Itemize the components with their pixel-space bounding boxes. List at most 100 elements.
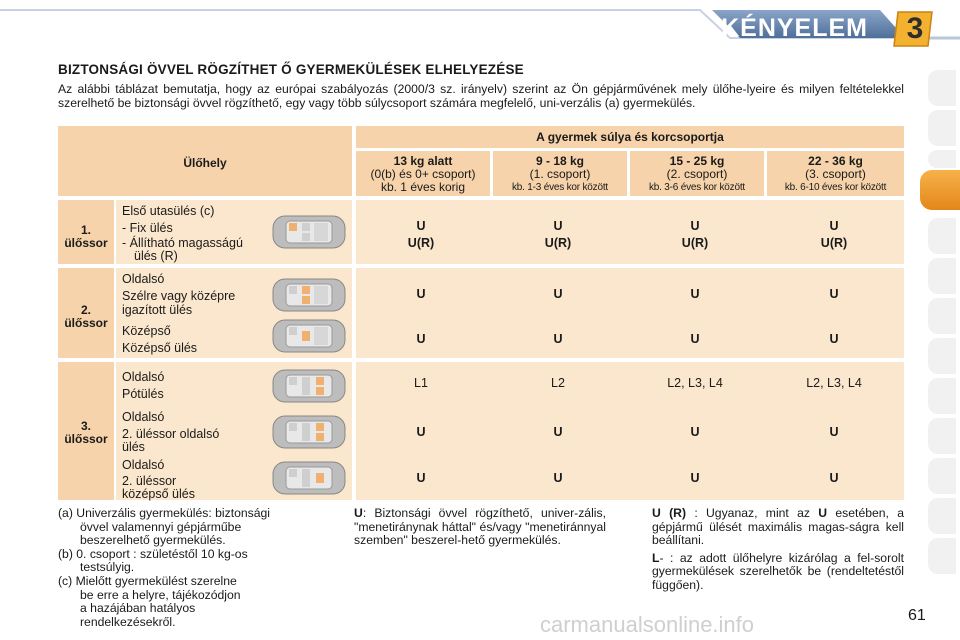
values-cell — [356, 362, 904, 500]
seat-option: Szélre vagy középre — [122, 289, 236, 303]
footnote-b-line: testsúlyig. — [80, 560, 135, 575]
seat-header-cell: Ülőhely — [58, 126, 352, 196]
header-bar — [0, 9, 960, 40]
column-age: kb. 3-6 éves kor között — [648, 182, 745, 193]
value-cell: U — [416, 332, 426, 346]
value-cell: U — [416, 425, 426, 439]
intro-paragraph: Az alábbi táblázat bemutatja, hogy az eu… — [58, 82, 904, 110]
value-cell: U — [829, 471, 839, 485]
legend-key: U — [354, 506, 363, 520]
legend-text: esetében, a gépjármű ülését maximális ma… — [652, 506, 905, 548]
value-cell: U — [553, 287, 563, 301]
value-cell: U — [416, 287, 426, 301]
value-cell: U(R) — [681, 236, 709, 250]
column-header: 13 kg alatt (0(b) és 0+ csoport) kb. 1 é… — [356, 151, 490, 196]
column-group: (0(b) és 0+ csoport) — [370, 167, 476, 181]
seat-title: Első utasülés (c) — [122, 204, 215, 218]
car-seat-diagram-icon — [272, 415, 346, 449]
value-cell: U — [553, 471, 563, 485]
value-cell: U — [690, 471, 700, 485]
value-cell: U — [690, 425, 700, 439]
page-number: 61 — [908, 607, 926, 624]
side-tab[interactable] — [928, 218, 956, 254]
value-cell: U — [553, 425, 563, 439]
side-tab[interactable] — [928, 498, 956, 534]
side-tab[interactable] — [928, 298, 956, 334]
section-title: BIZTONSÁGI ÖVVEL RÖGZÍTHET Ő GYERMEKÜLÉS… — [58, 62, 524, 77]
row-label-cell: 3. ülőssor — [58, 362, 114, 500]
side-tab-active[interactable] — [920, 170, 960, 210]
car-seat-diagram-icon — [272, 461, 346, 495]
value-cell: U — [690, 332, 700, 346]
value-cell: U(R) — [407, 236, 435, 250]
column-age: kb. 6-10 éves kor között — [784, 182, 887, 193]
watermark: carmanualsonline.info — [540, 612, 755, 637]
seat-option: Pótülés — [122, 387, 164, 401]
seat-title: Oldalsó — [122, 272, 165, 286]
column-group: (3. csoport) — [805, 167, 866, 181]
row-label: 1. ülőssor — [64, 223, 108, 250]
car-seat-diagram-icon — [272, 278, 346, 312]
seat-option: Középső ülés — [122, 341, 198, 355]
column-group: (1. csoport) — [529, 167, 591, 181]
seat-option: 2. üléssor oldalsó — [122, 427, 220, 441]
car-seat-diagram-icon — [272, 369, 346, 403]
column-age: kb. 1 éves korig — [380, 180, 466, 194]
footnote-c-line: rendelkezésekről. — [80, 614, 176, 629]
side-tab[interactable] — [928, 418, 956, 454]
footnote-c: (c) Mielőtt gyermekülést szerelne — [58, 573, 237, 588]
group-header: A gyermek súlya és korcsoportja — [536, 130, 724, 144]
value-cell: U — [829, 425, 839, 439]
seat-option: ülés — [122, 440, 145, 454]
seat-title: Középső — [122, 324, 171, 338]
seat-option: 2. üléssor — [122, 474, 177, 488]
seat-option: - Fix ülés — [122, 221, 173, 235]
value-cell: L2 — [551, 376, 565, 390]
value-cell: L1 — [414, 376, 428, 390]
side-tab[interactable] — [928, 338, 956, 374]
side-tab[interactable] — [928, 150, 956, 168]
row-label-cell: 1. ülőssor — [58, 200, 114, 264]
seat-title: Oldalsó — [122, 370, 165, 384]
column-weight: 9 - 18 kg — [535, 154, 585, 168]
car-seat-diagram-icon — [272, 215, 346, 249]
values-cell — [356, 200, 904, 264]
column-age: kb. 1-3 éves kor között — [511, 182, 608, 193]
legend-text: : Biztonsági övvel rögzíthető, univer-zá… — [354, 506, 606, 548]
seat-title: Oldalsó — [122, 410, 165, 424]
legend-text: - : az adott ülőhelyre kizárólag a fel-s… — [652, 550, 904, 592]
value-cell: U — [690, 219, 700, 233]
value-cell: U — [416, 471, 426, 485]
value-cell: L2, L3, L4 — [667, 376, 723, 390]
legend-text: : Ugyanaz, mint az — [686, 506, 819, 520]
column-header: 9 - 18 kg (1. csoport) kb. 1-3 éves kor … — [493, 151, 627, 196]
value-cell: U(R) — [820, 236, 848, 250]
seat-header: Ülőhely — [183, 156, 227, 170]
side-tab[interactable] — [928, 258, 956, 294]
side-tab[interactable] — [928, 110, 956, 146]
row-label-cell: 2. ülőssor — [58, 268, 114, 358]
value-cell: U — [829, 219, 839, 233]
column-header: 22 - 36 kg (3. csoport) kb. 6-10 éves ko… — [767, 151, 904, 196]
side-tab[interactable] — [928, 458, 956, 494]
side-tab[interactable] — [928, 70, 956, 106]
column-weight: 15 - 25 kg — [669, 154, 725, 168]
value-cell: U — [553, 219, 563, 233]
row-label: 2. ülőssor — [64, 303, 108, 330]
row-label: 3. ülőssor — [64, 419, 108, 446]
value-cell: L2, L3, L4 — [806, 376, 862, 390]
value-cell: U(R) — [544, 236, 572, 250]
footnote-a-line: övvel valamennyi gépjárműbe — [80, 519, 242, 534]
chapter-title: KÉNYELEM — [721, 14, 868, 42]
value-cell: U — [829, 332, 839, 346]
side-tab[interactable] — [928, 378, 956, 414]
seat-option: ülés (R) — [134, 249, 178, 263]
column-weight: 13 kg alatt — [393, 154, 453, 168]
car-seat-diagram-icon — [272, 319, 346, 353]
footnote-b: (b) 0. csoport : születéstől 10 kg-os — [58, 546, 248, 561]
legend-key: U (R) — [652, 506, 687, 520]
side-tab[interactable] — [928, 538, 956, 574]
legend-u: U: Biztonsági övvel rögzíthető, univer-z… — [354, 506, 606, 548]
column-header: 15 - 25 kg (2. csoport) kb. 3-6 éves kor… — [630, 151, 764, 196]
seat-option: középső ülés — [122, 487, 195, 501]
